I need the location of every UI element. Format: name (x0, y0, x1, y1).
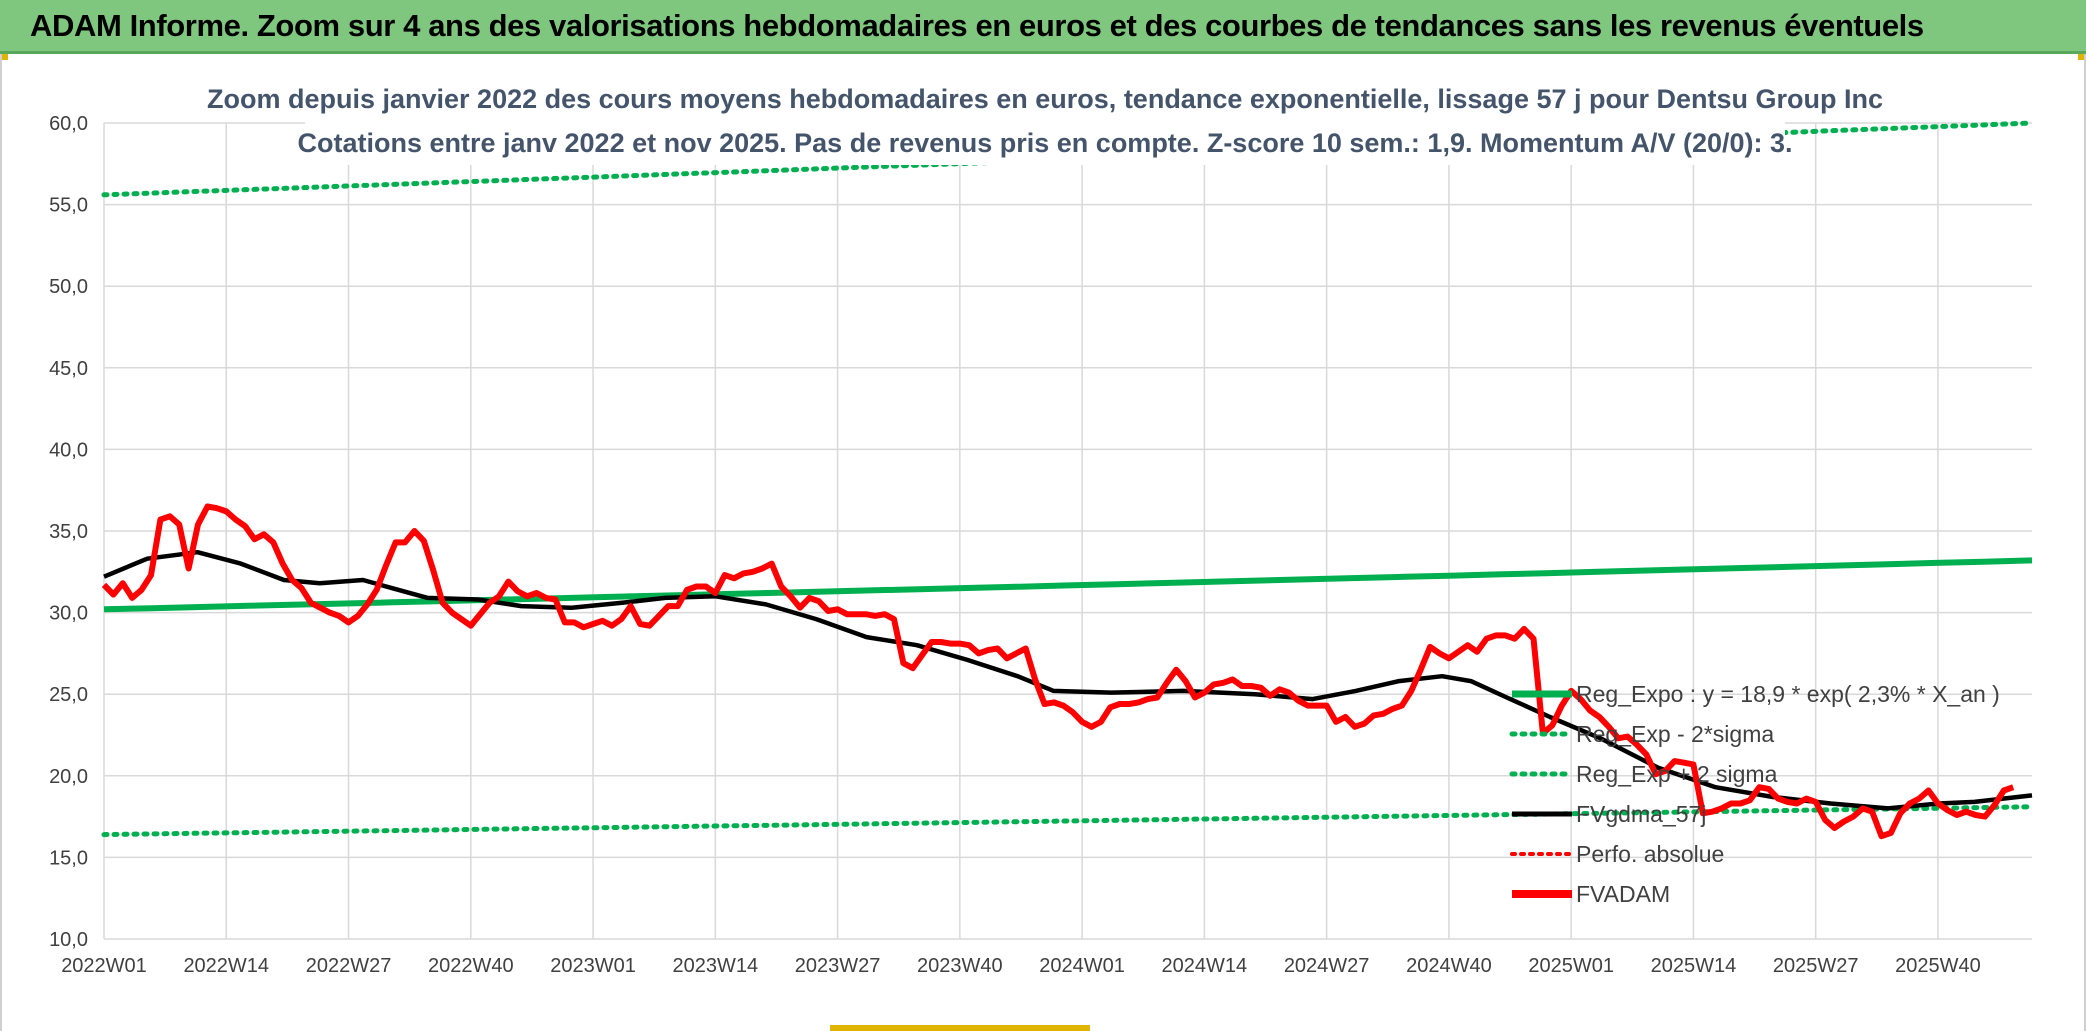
x-tick-label: 2023W40 (917, 955, 1003, 977)
y-tick-label: 25,0 (49, 684, 88, 706)
report-title: ADAM Informe. Zoom sur 4 ans des valoris… (30, 8, 1924, 43)
x-tick-label: 2022W01 (61, 955, 147, 977)
frame-bottom-mark (830, 1025, 1090, 1031)
x-tick-label: 2025W40 (1895, 955, 1981, 977)
x-axis-ticks: 2022W01 2022W14 2022W27 2022W40 2023W01 2023W… (61, 955, 1981, 977)
series-fvadam (101, 503, 2015, 840)
legend-label: Reg_Exp - 2*sigma (1576, 721, 1774, 747)
y-tick-label: 35,0 (49, 521, 88, 543)
title-background (305, 75, 1785, 165)
legend-label: FVADAM (1576, 881, 1670, 907)
y-tick-label: 20,0 (49, 766, 88, 788)
x-tick-label: 2025W14 (1651, 955, 1737, 977)
y-tick-label: 50,0 (49, 276, 88, 298)
x-tick-label: 2024W40 (1406, 955, 1492, 977)
y-tick-label: 15,0 (49, 847, 88, 869)
grid-lines (103, 122, 2032, 940)
x-tick-label: 2023W01 (550, 955, 636, 977)
x-tick-label: 2024W27 (1284, 955, 1370, 977)
x-tick-label: 2022W40 (428, 955, 514, 977)
y-tick-label: 45,0 (49, 358, 88, 380)
x-tick-label: 2022W27 (306, 955, 392, 977)
x-tick-label: 2025W27 (1773, 955, 1859, 977)
x-tick-label: 2024W14 (1162, 955, 1248, 977)
chart-frame (0, 54, 2086, 1031)
header-bar: ADAM Informe. Zoom sur 4 ans des valoris… (0, 0, 2086, 54)
y-tick-label: 10,0 (49, 929, 88, 951)
chart-subtitle: Cotations entre janv 2022 et nov 2025. P… (297, 128, 1792, 158)
x-tick-label: 2022W14 (183, 955, 269, 977)
frame-corner-right (2078, 54, 2086, 60)
x-tick-label: 2025W01 (1528, 955, 1614, 977)
y-tick-label: 40,0 (49, 439, 88, 461)
y-tick-label: 55,0 (49, 195, 88, 217)
y-tick-label: 30,0 (49, 603, 88, 625)
series-reg-expo (103, 557, 2033, 613)
legend-label: FVgdma_57j (1576, 801, 1706, 827)
series-reg-minus-2sigma (101, 804, 2035, 838)
y-tick-label: 60,0 (49, 113, 88, 135)
x-tick-label: 2023W27 (795, 955, 881, 977)
frame-corner-left (0, 54, 8, 60)
x-tick-label: 2023W14 (673, 955, 759, 977)
legend: Reg_Expo : y = 18,9 * exp( 2,3% * X_an )… (1509, 681, 2000, 907)
x-tick-label: 2024W01 (1039, 955, 1125, 977)
y-axis-ticks: 10,0 15,0 20,0 25,0 30,0 35,0 40,0 45,0 50,0 55,0… (49, 113, 88, 951)
legend-label: Reg_Exp + 2 sigma (1576, 761, 1778, 787)
legend-label: Reg_Expo : y = 18,9 * exp( 2,3% * X_an ) (1576, 681, 2000, 707)
chart-title: Zoom depuis janvier 2022 des cours moyen… (207, 84, 1883, 114)
legend-label: Perfo. absolue (1576, 841, 1724, 867)
